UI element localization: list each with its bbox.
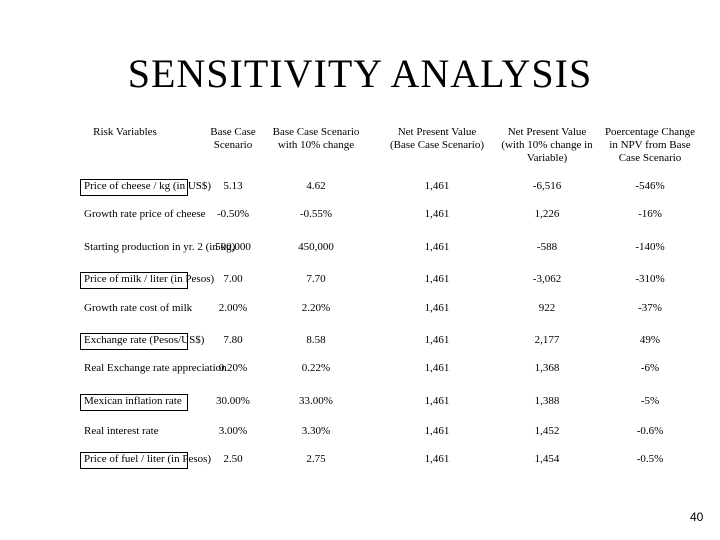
table-cell: 922 — [538, 302, 556, 314]
row-highlight-box — [80, 452, 188, 469]
table-cell: 30.00% — [216, 395, 250, 407]
page-number: 40 — [690, 510, 704, 524]
column-header: Poercentage Change in NPV from Base Case… — [604, 126, 696, 164]
table-cell: 1,461 — [424, 425, 450, 437]
table-cell: 1,461 — [424, 334, 450, 346]
table-cell: 2.20% — [301, 302, 331, 314]
table-cell: 1,388 — [534, 395, 560, 407]
table-cell: -0.55% — [299, 208, 333, 220]
table-cell: 1,461 — [424, 273, 450, 285]
table-cell: 1,461 — [424, 302, 450, 314]
row-highlight-box — [80, 394, 188, 411]
table-cell: -16% — [638, 208, 662, 220]
table-cell: 7.70 — [306, 273, 326, 285]
risk-variable: Exchange rate (Pesos/US$) — [84, 334, 205, 346]
risk-variable: Real interest rate — [84, 425, 159, 437]
table-cell: 1,461 — [424, 180, 450, 192]
risk-variable: Growth rate cost of milk — [84, 302, 193, 314]
table-cell: 1,461 — [424, 208, 450, 220]
risk-variable: Price of fuel / liter (in Pesos) — [84, 453, 212, 465]
row-highlight-box — [80, 333, 188, 350]
risk-variable: Starting production in yr. 2 (in kg) — [84, 241, 236, 253]
table-cell: 2.00% — [218, 302, 248, 314]
table-cell: 1,461 — [424, 395, 450, 407]
table-cell: 3.30% — [301, 425, 331, 437]
table-cell: -0.50% — [216, 208, 250, 220]
table-cell: 4.62 — [306, 180, 326, 192]
table-cell: 2.50 — [223, 453, 243, 465]
table-cell: 500,000 — [215, 241, 251, 253]
table-cell: 1,454 — [534, 453, 560, 465]
table-cell: 0.22% — [301, 362, 331, 374]
table-cell: 33.00% — [299, 395, 333, 407]
table-cell: -546% — [635, 180, 665, 192]
table-cell: -37% — [638, 302, 662, 314]
risk-variable: Price of milk / liter (in Pesos) — [84, 273, 215, 285]
table-cell: 1,461 — [424, 362, 450, 374]
table-cell: 7.00 — [223, 273, 243, 285]
table-cell: -310% — [635, 273, 665, 285]
row-highlight-box — [80, 179, 188, 196]
table-cell: 2.75 — [306, 453, 326, 465]
table-cell: 450,000 — [298, 241, 334, 253]
slide-title: SENSITIVITY ANALYSIS — [127, 51, 593, 96]
table-cell: 5.13 — [223, 180, 243, 192]
risk-variable: Growth rate price of cheese — [84, 208, 206, 220]
table-cell: 49% — [639, 334, 661, 346]
table-cell: 1,226 — [534, 208, 560, 220]
row-highlight-box — [80, 272, 188, 289]
column-header: Base Case Scenario — [210, 126, 256, 151]
table-cell: -0.6% — [636, 425, 664, 437]
table-cell: -0.5% — [636, 453, 664, 465]
table-cell: -588 — [536, 241, 558, 253]
table-cell: 1,461 — [424, 453, 450, 465]
table-cell: -5% — [640, 395, 660, 407]
risk-variable: Mexican inflation rate — [84, 395, 182, 407]
table-cell: -140% — [635, 241, 665, 253]
table-cell: 1,461 — [424, 241, 450, 253]
column-header: Net Present Value (Base Case Scenario) — [389, 126, 485, 151]
table-cell: 1,452 — [534, 425, 560, 437]
table-cell: 7.80 — [223, 334, 243, 346]
table-cell: 0.20% — [218, 362, 248, 374]
column-header: Risk Variables — [93, 126, 157, 138]
table-cell: 1,368 — [534, 362, 560, 374]
risk-variable: Real Exchange rate appreciation — [84, 362, 227, 374]
table-cell: 3.00% — [218, 425, 248, 437]
table-cell: -6,516 — [532, 180, 562, 192]
table-cell: -6% — [640, 362, 660, 374]
column-header: Base Case Scenario with 10% change — [272, 126, 360, 151]
risk-variable: Price of cheese / kg (in US$) — [84, 180, 212, 192]
table-cell: 2,177 — [534, 334, 560, 346]
table-cell: 8.58 — [306, 334, 326, 346]
table-cell: -3,062 — [532, 273, 562, 285]
column-header: Net Present Value (with 10% change in Va… — [501, 126, 593, 164]
